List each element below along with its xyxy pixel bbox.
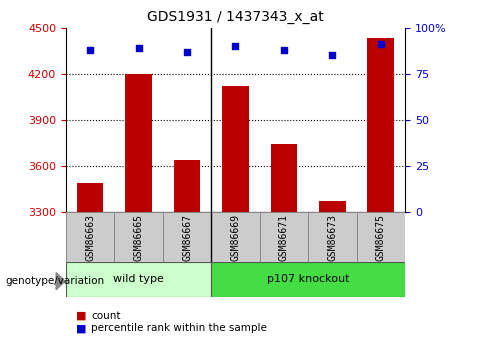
Text: p107 knockout: p107 knockout — [267, 275, 349, 284]
Title: GDS1931 / 1437343_x_at: GDS1931 / 1437343_x_at — [147, 10, 324, 24]
Text: GSM86669: GSM86669 — [230, 214, 241, 261]
Bar — [211, 262, 405, 297]
Bar — [222, 86, 249, 212]
Bar — [367, 38, 394, 212]
Bar — [357, 212, 405, 262]
Bar — [308, 212, 357, 262]
Point — [232, 43, 240, 49]
Bar — [77, 183, 103, 212]
Polygon shape — [56, 273, 65, 290]
Text: wild type: wild type — [113, 275, 164, 284]
Text: GSM86673: GSM86673 — [327, 214, 337, 261]
Text: GSM86665: GSM86665 — [134, 214, 143, 261]
Text: ■: ■ — [76, 311, 86, 321]
Point — [86, 47, 94, 52]
Text: GSM86671: GSM86671 — [279, 214, 289, 261]
Bar — [125, 74, 152, 212]
Bar — [114, 212, 163, 262]
Bar — [66, 262, 211, 297]
Bar — [270, 145, 297, 212]
Point — [280, 47, 288, 52]
Point — [135, 45, 142, 51]
Point — [328, 52, 336, 58]
Text: GSM86667: GSM86667 — [182, 214, 192, 261]
Bar — [319, 201, 346, 212]
Bar — [211, 212, 260, 262]
Text: GSM86675: GSM86675 — [376, 214, 386, 261]
Bar — [174, 160, 201, 212]
Bar — [260, 212, 308, 262]
Point — [377, 41, 385, 47]
Text: count: count — [91, 311, 121, 321]
Point — [183, 49, 191, 55]
Bar — [66, 212, 114, 262]
Text: genotype/variation: genotype/variation — [5, 276, 104, 286]
Text: percentile rank within the sample: percentile rank within the sample — [91, 324, 267, 333]
Text: GSM86663: GSM86663 — [85, 214, 95, 261]
Text: ■: ■ — [76, 324, 86, 333]
Bar — [163, 212, 211, 262]
